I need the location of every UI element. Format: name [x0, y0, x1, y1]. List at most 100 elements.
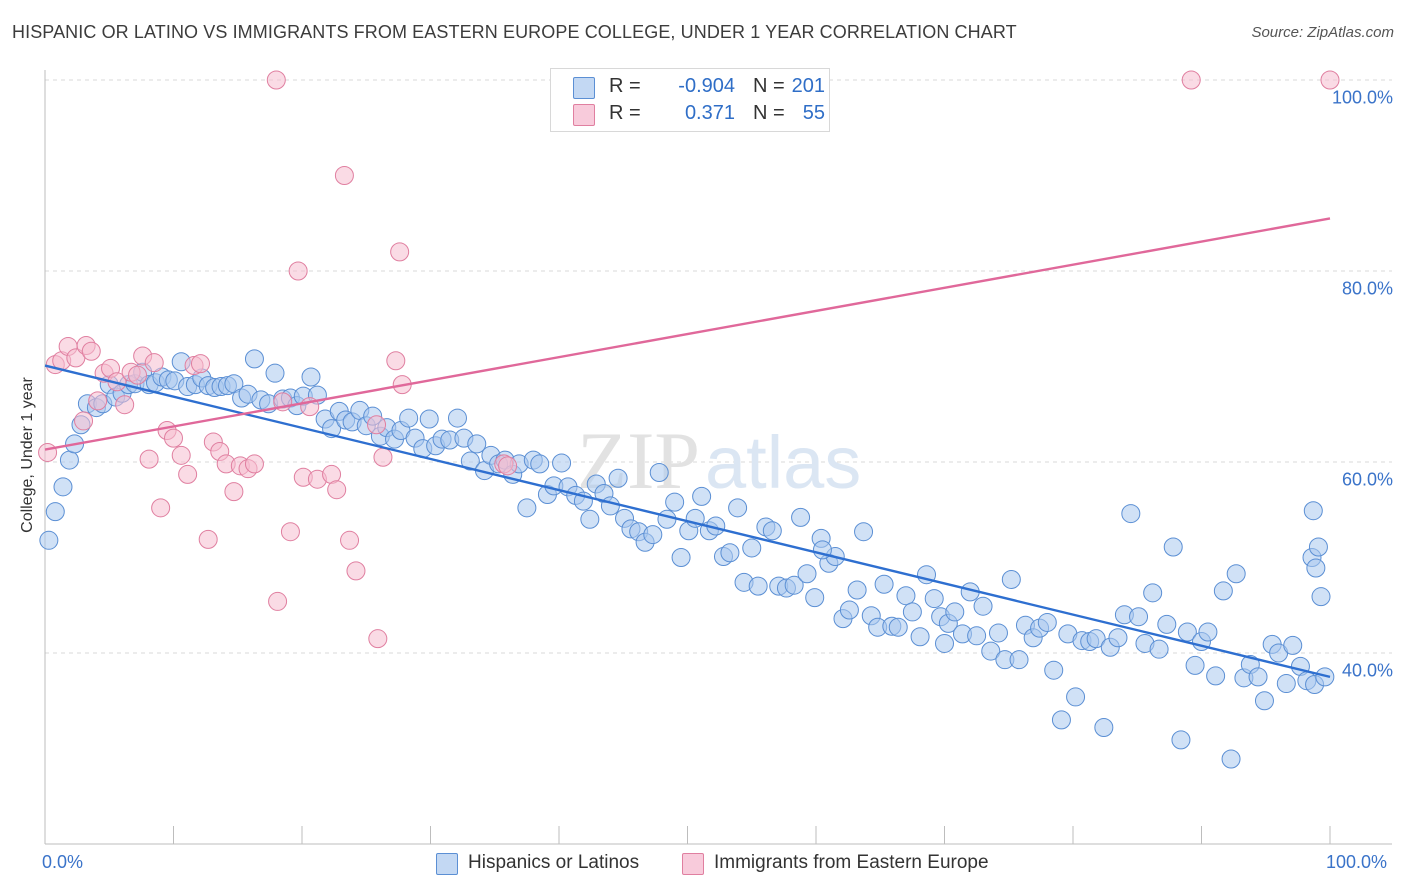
- data-point: [847, 580, 867, 600]
- data-point: [1044, 660, 1064, 680]
- data-point: [1163, 537, 1183, 557]
- data-point: [386, 351, 406, 371]
- data-point: [190, 354, 210, 374]
- data-point: [1198, 622, 1218, 642]
- data-point: [649, 463, 669, 483]
- data-point: [164, 428, 183, 448]
- data-point: [517, 498, 537, 518]
- data-point: [327, 480, 347, 500]
- data-point: [1171, 730, 1191, 750]
- legend-r-value: -0.904: [678, 75, 735, 97]
- data-point: [59, 450, 79, 470]
- data-point: [115, 395, 135, 415]
- data-point: [1213, 581, 1233, 601]
- data-point: [38, 442, 58, 462]
- data-point: [1283, 635, 1303, 655]
- data-point: [419, 409, 439, 429]
- data-point: [1206, 666, 1226, 686]
- data-point: [151, 498, 171, 518]
- data-point: [1276, 674, 1296, 694]
- x-tick-min: 0.0%: [42, 852, 84, 872]
- data-point: [340, 530, 360, 550]
- data-point: [1306, 558, 1326, 578]
- data-point: [1094, 717, 1114, 737]
- data-point: [178, 464, 198, 484]
- data-point: [301, 367, 321, 387]
- legend-n-value: 201: [791, 75, 825, 97]
- data-point: [854, 522, 874, 542]
- data-point: [139, 449, 159, 469]
- data-point: [280, 522, 300, 542]
- legend-n-label: N =: [753, 102, 785, 124]
- data-point: [266, 70, 286, 90]
- data-point: [874, 574, 894, 594]
- data-point: [600, 496, 620, 516]
- data-point: [671, 548, 691, 567]
- data-point: [498, 456, 518, 476]
- data-point: [45, 502, 65, 522]
- y-tick-80: 80.0%: [1341, 278, 1393, 299]
- data-point: [1086, 629, 1106, 649]
- data-point: [390, 242, 410, 262]
- trend-line: [44, 217, 1331, 451]
- data-point: [1143, 583, 1163, 603]
- data-point: [467, 434, 487, 454]
- data-point: [1320, 70, 1340, 90]
- data-point: [224, 482, 244, 502]
- legend-r-label: R =: [609, 102, 641, 124]
- legend-r-label: R =: [609, 75, 641, 97]
- data-point: [268, 591, 288, 611]
- y-tick-100: 100.0%: [1331, 87, 1393, 108]
- data-point: [762, 521, 782, 541]
- data-point: [334, 166, 354, 185]
- data-point: [1129, 607, 1149, 627]
- data-point: [692, 486, 712, 506]
- data-point: [924, 589, 944, 609]
- legend-n-value: 55: [802, 102, 825, 124]
- legend-r-value: 0.371: [684, 102, 735, 124]
- data-point: [910, 627, 930, 647]
- legend-n-label: N =: [753, 75, 785, 97]
- data-point: [1185, 655, 1205, 675]
- series-legend-label: Immigrants from Eastern Europe: [714, 852, 989, 873]
- data-point: [742, 538, 762, 558]
- data-point: [784, 575, 804, 595]
- data-point: [748, 576, 768, 596]
- data-point: [1315, 667, 1335, 687]
- y-tick-40: 40.0%: [1341, 660, 1393, 681]
- data-point: [1037, 612, 1057, 632]
- chart-title: HISPANIC OR LATINO VS IMMIGRANTS FROM EA…: [12, 22, 1017, 42]
- grid-lines: [45, 79, 1392, 654]
- trend-line: [44, 364, 1331, 679]
- data-point: [460, 451, 480, 471]
- data-point: [368, 629, 388, 649]
- data-point: [144, 353, 164, 373]
- series-eastern-europe-points: [38, 70, 1340, 649]
- series-legend-label: Hispanics or Latinos: [468, 852, 640, 873]
- data-point: [1254, 691, 1274, 711]
- legend-swatch-blue: [573, 77, 595, 99]
- data-point: [447, 408, 467, 428]
- data-point: [608, 468, 628, 488]
- data-point: [935, 633, 954, 653]
- data-point: [967, 626, 987, 646]
- data-point: [1066, 687, 1086, 707]
- legend-swatch-pink: [573, 104, 595, 126]
- data-point: [128, 365, 148, 385]
- data-point: [665, 492, 685, 512]
- series-hispanics-points: [39, 349, 1335, 769]
- data-point: [373, 447, 393, 467]
- data-point: [805, 588, 825, 608]
- data-point: [265, 363, 285, 383]
- data-point: [888, 617, 908, 637]
- data-point: [1248, 667, 1268, 687]
- data-point: [1009, 650, 1029, 670]
- data-point: [839, 600, 859, 620]
- data-point: [1177, 622, 1197, 642]
- watermark-atlas: atlas: [705, 421, 861, 504]
- data-point: [288, 261, 308, 281]
- data-point: [728, 498, 748, 518]
- data-point: [1308, 537, 1328, 557]
- data-point: [1303, 501, 1323, 521]
- data-point: [1149, 639, 1169, 659]
